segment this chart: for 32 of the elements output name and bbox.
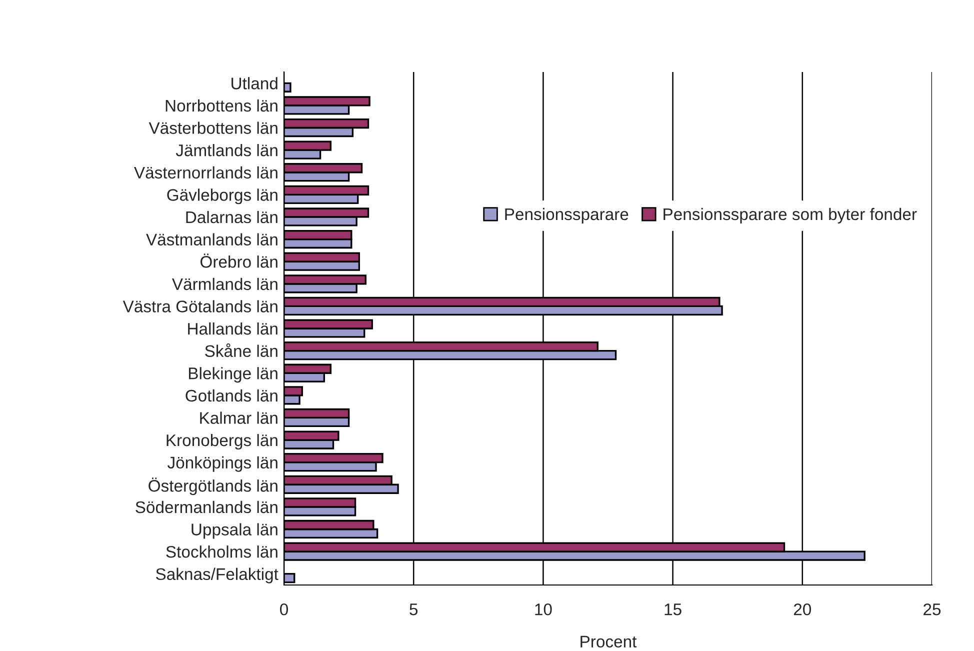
y-tick-label: Östergötlands län (148, 478, 278, 496)
x-tick-label: 5 (410, 604, 418, 616)
x-tick-label: 0 (280, 603, 288, 616)
y-tick-label: Saknas/Felaktigt (156, 568, 278, 584)
y-tick-label: Södermanlands län (136, 500, 278, 514)
x-tick-label: 10 (535, 603, 552, 616)
y-tick-label: Dalarnas län (186, 210, 278, 224)
y-tick-label: Uppsala län (192, 523, 278, 539)
x-axis-title: Procent (580, 636, 637, 648)
y-tick-label: Gävleborgs län (167, 188, 278, 204)
y-tick-label: Örebro län (200, 254, 278, 268)
y-tick-label: Gotlands län (186, 389, 278, 402)
y-tick-label: Jämtlands län (176, 144, 278, 156)
y-tick-label: Kronobergs län (166, 434, 278, 450)
x-tick-label: 15 (664, 604, 682, 616)
y-tick-label: Stockholms län (166, 546, 278, 558)
y-tick-label: Blekinge län (189, 367, 278, 383)
y-tick-label: Västra Götalands län (122, 300, 278, 312)
legend-label: Pensionssparare (505, 208, 628, 224)
y-tick-label: Kalmar län (200, 412, 278, 424)
y-tick-label: Västernorrlands län (134, 166, 278, 179)
y-tick-label: Jönköpings län (168, 456, 278, 472)
y-tick-label: Norrbottens län (166, 99, 278, 112)
x-tick-label: 20 (794, 603, 812, 616)
y-tick-label: Värmlands län (172, 278, 278, 290)
legend-label: Pensionssparare som byter fonder (664, 208, 917, 224)
y-tick-label: Skåne län (205, 343, 278, 358)
y-tick-label: Västerbottens län (148, 122, 278, 134)
x-tick-label: 25 (924, 603, 941, 616)
y-tick-label: Västmanlands län (146, 233, 278, 246)
y-tick-label: Utland (232, 77, 278, 90)
y-tick-label: Hallands län (188, 322, 278, 335)
